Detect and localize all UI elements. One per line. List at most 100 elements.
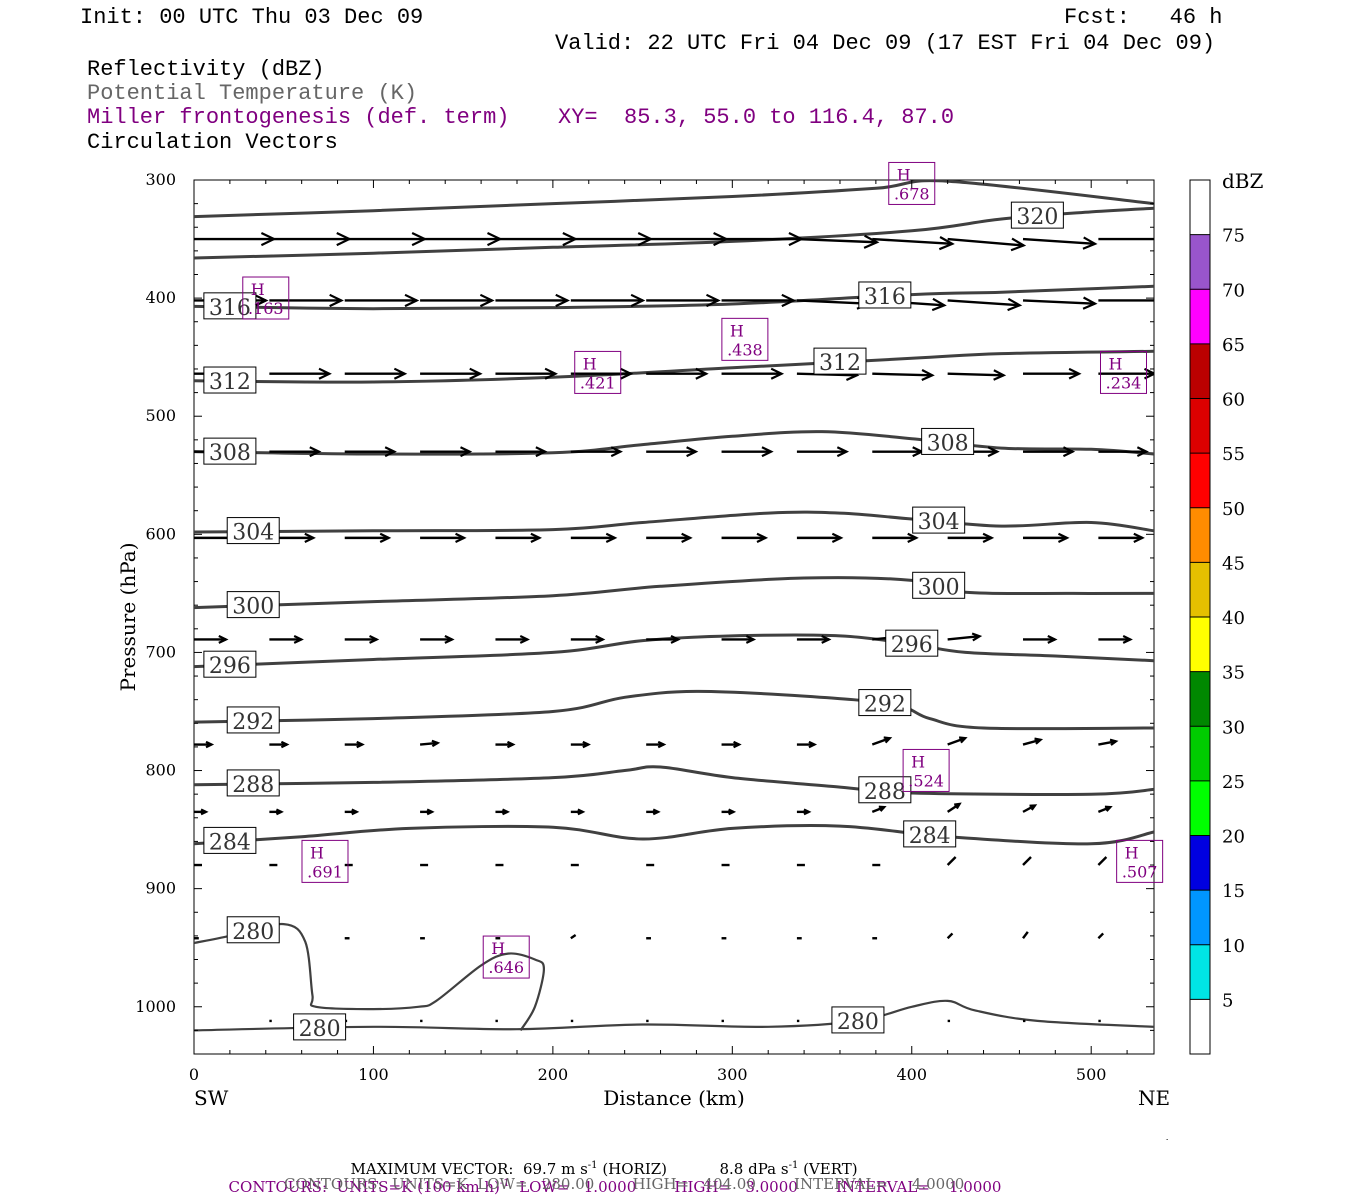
field-frontogenesis: Miller frontogenesis (def. term) (87, 105, 510, 130)
contours-theta-line: CONTOURS: UNITS=K LOW= 280.00 HIGH= 404.… (284, 1175, 965, 1193)
circulation-vector (419, 739, 441, 748)
colorbar-label: 60 (1222, 390, 1245, 411)
fronto-box (721, 317, 769, 361)
contours1-exponent: -1 (499, 1178, 510, 1189)
vector-shaft (570, 934, 577, 940)
fronto-box (301, 839, 349, 883)
vector-shaft (1022, 738, 1041, 746)
frontogenesis-max: H.421 (574, 350, 622, 394)
circulation-vector (1022, 931, 1029, 939)
circulation-vector (721, 740, 742, 749)
circulation-vector (1023, 446, 1076, 458)
vector-shaft (947, 299, 1020, 307)
y-tick-label: 900 (145, 879, 176, 898)
colorbar-label: 35 (1222, 663, 1245, 684)
circulation-vector (194, 634, 229, 644)
circulation-vector (420, 532, 467, 543)
max-vector-vertical: 8.8 dPa s (719, 1160, 789, 1178)
theta-contour-312 (194, 349, 1154, 384)
theta-label-text: 308 (927, 431, 969, 456)
colorbar-label: 20 (1222, 827, 1245, 848)
theta-label: 316 (858, 281, 912, 310)
contours1-range: LOW= 1.0000 HIGH= 3.0000 INTERVAL= 1.000… (509, 1178, 1002, 1196)
vector-head (502, 808, 510, 816)
theta-label-box (912, 571, 966, 599)
vector-head (821, 634, 832, 644)
colorbar-band (1190, 835, 1210, 891)
circulation-vector (796, 234, 880, 249)
circulation-vector (570, 808, 586, 816)
circulation-vector (947, 237, 1027, 252)
vector-head (1082, 236, 1098, 250)
y-tick-label: 500 (145, 406, 176, 425)
vector-head (863, 234, 880, 249)
circulation-vector (646, 367, 709, 380)
theta-label: 296 (885, 629, 939, 658)
circulation-vector (646, 293, 721, 308)
colorbar-band (1190, 617, 1210, 672)
circulation-vector (1098, 367, 1154, 380)
frontogenesis-max: H.678 (888, 161, 936, 205)
fronto-box (1116, 839, 1164, 883)
theta-label: 312 (813, 347, 867, 376)
vector-head (304, 532, 316, 543)
vector-head (770, 367, 785, 380)
theta-contour-292 (194, 689, 1154, 731)
vector-head (1007, 297, 1023, 312)
vector-head (205, 740, 215, 749)
vector-head (686, 446, 699, 458)
vector-head (280, 740, 290, 749)
colorbar-label: 40 (1222, 608, 1245, 629)
theta-label: 288 (858, 776, 912, 805)
circulation-vector (721, 446, 774, 458)
colorbar-label: 25 (1222, 772, 1245, 793)
y-tick-label: 600 (145, 524, 176, 543)
theta-label: 312 (203, 366, 257, 395)
vector-head (1082, 296, 1098, 310)
circulation-vector (269, 808, 284, 816)
vector-head (836, 446, 850, 458)
fronto-value: .421 (580, 373, 616, 392)
circulation-vector (796, 446, 850, 458)
vector-head (883, 736, 893, 744)
theta-label-text: 316 (864, 285, 906, 310)
vector-head (993, 369, 1007, 381)
vector-shaft (872, 237, 953, 246)
theta-label: 296 (203, 650, 257, 679)
field-potential-temperature: Potential Temperature (K) (87, 81, 418, 106)
circulation-vector (1098, 446, 1149, 457)
theta-label-box (885, 629, 939, 657)
colorbar-label: 10 (1222, 936, 1245, 957)
vector-head (1047, 634, 1058, 644)
circulation-vector (947, 369, 1007, 381)
fronto-h-label: H (310, 843, 324, 862)
frontogenesis-max: H.524 (902, 748, 950, 792)
colorbar-unit: dBZ (1222, 169, 1264, 193)
frontogenesis-max: H.507 (1116, 839, 1164, 883)
x-tick-label: 300 (717, 1065, 748, 1084)
theta-label-text: 320 (1016, 205, 1058, 230)
circulation-vector (570, 634, 606, 644)
max-vector-v-exponent: -1 (788, 1160, 799, 1171)
theta-label: 300 (912, 571, 966, 600)
circulation-vector (946, 856, 957, 866)
vector-shaft (946, 932, 954, 940)
vector-head (530, 532, 542, 543)
vector-head (982, 532, 995, 543)
vector-head (431, 739, 441, 748)
max-vector-h-exponent: -1 (587, 1160, 598, 1171)
colorbar-label: 50 (1222, 499, 1245, 520)
theta-label: 316 (203, 292, 257, 321)
theta-label-text: 280 (837, 1010, 879, 1035)
colorbar-label: 30 (1222, 717, 1245, 738)
vector-shaft (946, 856, 957, 866)
vector-shaft (419, 741, 438, 746)
circulation-vector (1098, 634, 1133, 644)
circulation-vector (344, 446, 397, 458)
valid-time: Valid: 22 UTC Fri 04 Dec 09 (17 EST Fri … (555, 31, 1216, 56)
circulation-vector (947, 532, 995, 543)
circulation-vector (872, 369, 935, 382)
circulation-vector (269, 634, 304, 644)
theta-label-box (903, 820, 957, 848)
